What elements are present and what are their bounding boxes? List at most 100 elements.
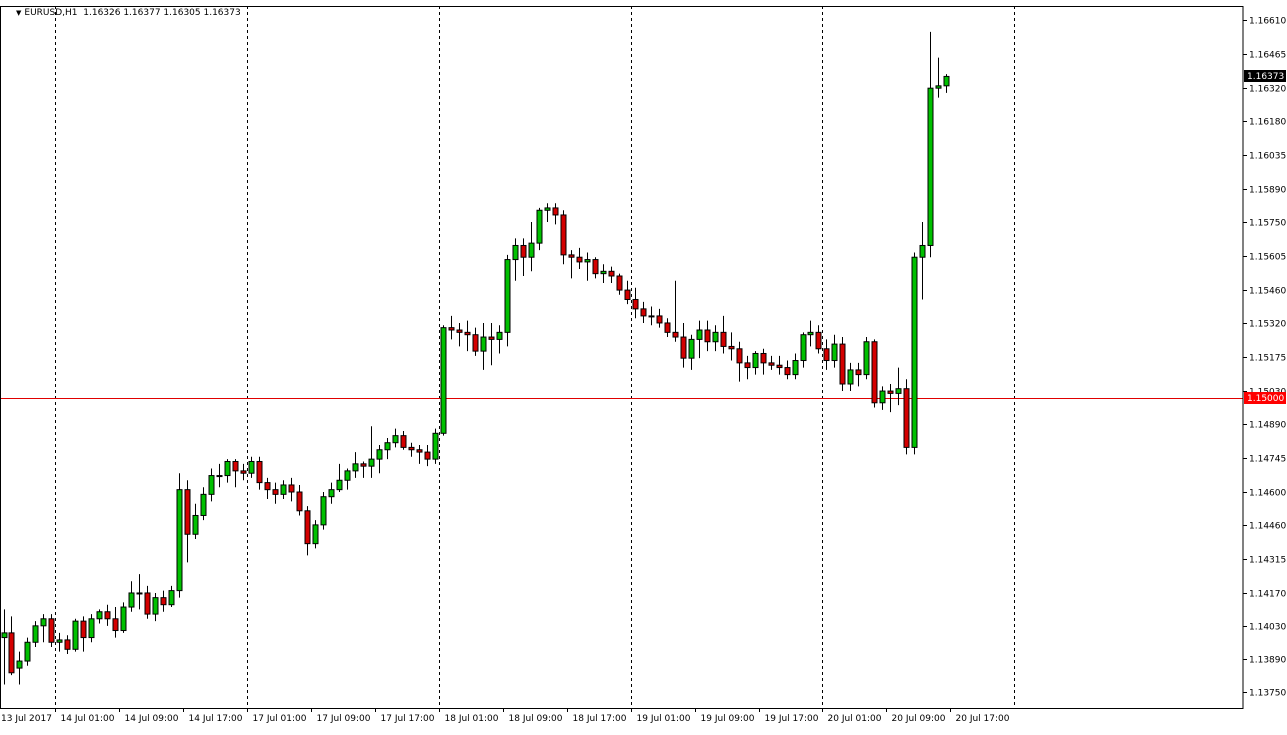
y-tick-label: 1.14890: [1249, 421, 1286, 431]
candle-47: [368, 426, 375, 478]
candle-body-bear: [464, 331, 471, 336]
y-tick-label: 1.14460: [1249, 522, 1286, 532]
candle-body-bull: [344, 470, 351, 481]
candle-body-bull: [376, 449, 383, 460]
candle-27: [208, 468, 215, 502]
triangle-down-icon[interactable]: ▼: [16, 9, 22, 17]
candle-109: [863, 337, 870, 380]
candle-88: [696, 320, 703, 359]
candle-62: [488, 322, 495, 366]
candle-body-bull: [800, 334, 807, 362]
candle-16: [120, 602, 127, 633]
candle-body-bear: [160, 597, 167, 606]
candle-102: [807, 320, 814, 347]
candle-body-bear: [560, 214, 567, 256]
candle-body-bear: [776, 364, 783, 369]
candle-body-bear: [592, 259, 599, 275]
candle-80: [632, 287, 639, 319]
candle-body-bear: [728, 345, 735, 350]
candle-body-bull: [88, 618, 95, 639]
candle-17: [128, 581, 135, 612]
candle-body-bull: [863, 341, 870, 376]
candle-body-bear: [80, 620, 87, 639]
candle-85: [672, 280, 679, 342]
candle-body-bull: [336, 479, 343, 491]
candle-body-bear: [680, 336, 687, 359]
current-price-tag: [1244, 70, 1286, 82]
candle-body-bull: [831, 343, 838, 362]
candle-body-bull: [248, 460, 255, 474]
candle-body-bull: [432, 432, 439, 460]
symbol-readout: ▼ EURUSD,H1 1.16326 1.16377 1.16305 1.163…: [16, 8, 241, 18]
candle-body-bull: [200, 493, 207, 516]
candle-103: [815, 325, 822, 354]
symbol-label: EURUSD,H1: [24, 8, 78, 18]
candle-body-bull: [688, 338, 695, 359]
candle-44: [344, 468, 351, 490]
candle-37: [288, 477, 295, 502]
y-tick-label: 1.16610: [1249, 17, 1286, 27]
candle-67: [528, 222, 535, 272]
candle-34: [264, 477, 271, 500]
candle-22: [168, 585, 175, 608]
candle-107: [847, 362, 854, 392]
candle-body-bull: [600, 270, 607, 275]
candle-body-bull: [584, 259, 591, 263]
candle-30: [232, 459, 239, 488]
candle-78: [616, 273, 623, 295]
candle-75: [592, 257, 599, 279]
candle-86: [680, 322, 687, 368]
candle-100: [792, 353, 799, 380]
candle-body-bear: [656, 315, 663, 324]
candle-99: [784, 360, 791, 380]
candle-64: [504, 254, 511, 347]
y-tick-label: 1.16180: [1249, 118, 1286, 128]
candle-body-bear: [672, 331, 679, 338]
candle-98: [776, 355, 783, 375]
candle-body-bear: [256, 460, 263, 484]
y-tick-label: 1.15460: [1249, 287, 1286, 297]
candle-95: [752, 351, 759, 375]
candle-82: [648, 306, 655, 326]
candle-body-bull: [847, 369, 854, 385]
candle-body-bull: [72, 620, 79, 650]
candle-93: [736, 341, 743, 382]
y-tick-label: 1.14170: [1249, 590, 1286, 600]
candle-71: [560, 210, 567, 265]
candle-42: [328, 482, 335, 504]
candle-104: [823, 339, 830, 370]
candle-body-bear: [304, 510, 311, 545]
candle-106: [839, 337, 846, 392]
candle-26: [200, 487, 207, 521]
y-tick-label: 1.15605: [1249, 253, 1286, 263]
candle-46: [360, 461, 367, 478]
candle-108: [855, 362, 862, 387]
candle-57: [448, 315, 455, 340]
candle-15: [112, 607, 119, 638]
candle-body-bull: [792, 360, 799, 376]
candle-49: [384, 438, 391, 460]
candle-body-bull: [712, 331, 719, 343]
price-tags: 1.16373 1.15000: [1244, 70, 1286, 404]
candle-body-bull: [96, 611, 103, 620]
candle-117: [927, 31, 934, 258]
candle-body-bear: [264, 482, 271, 491]
candle-body-bull: [696, 329, 703, 340]
y-tick-label: 1.15175: [1249, 354, 1286, 364]
candle-body-bull: [384, 442, 391, 451]
candle-body-bear: [296, 491, 303, 512]
candle-53: [416, 445, 423, 464]
candle-3: [16, 651, 23, 685]
candle-body-bull: [136, 592, 143, 595]
candle-body-bull: [56, 639, 63, 643]
x-tick-label: 18 Jul 17:00: [573, 714, 627, 724]
y-tick-label: 1.13750: [1249, 689, 1286, 699]
candle-68: [536, 207, 543, 251]
level-price-label: 1.15000: [1247, 394, 1284, 404]
candle-77: [608, 266, 615, 284]
candle-72: [568, 250, 575, 279]
candle-body-bull: [312, 524, 319, 545]
candle-body-bull: [128, 592, 135, 608]
